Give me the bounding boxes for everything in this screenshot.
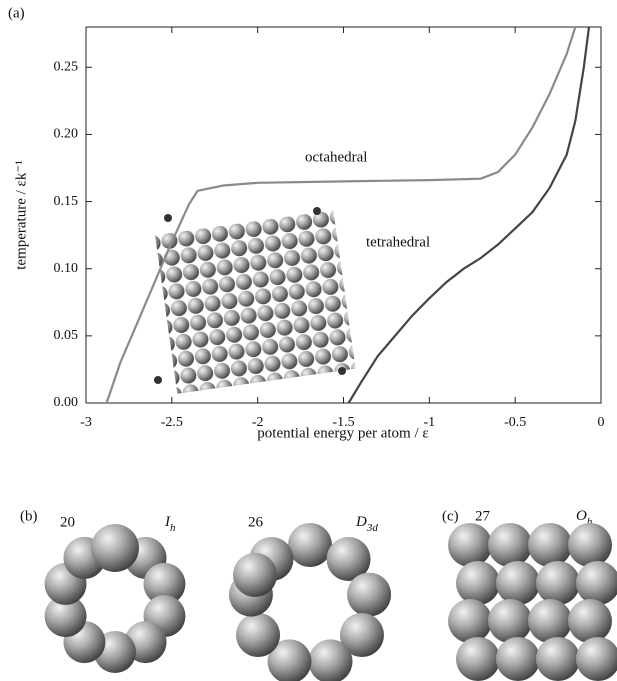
atom (448, 599, 492, 643)
atom (528, 523, 572, 567)
symmetry-symbol: D (355, 514, 367, 530)
symmetry-symbol: O (576, 508, 587, 524)
atom (91, 524, 139, 572)
symmetry-subscript: h (170, 522, 176, 534)
atom (456, 561, 500, 605)
atom (568, 599, 612, 643)
atom (236, 613, 280, 657)
x-tick-label: -3 (80, 415, 92, 430)
atom (528, 599, 572, 643)
symmetry-subscript: 3d (366, 522, 379, 534)
panel-label: (b) (20, 508, 38, 524)
x-tick-label: -2.5 (161, 415, 183, 430)
x-tick-label: -1 (423, 415, 435, 430)
cluster-symmetry: Ih (164, 514, 176, 533)
atom (488, 599, 532, 643)
atom (448, 523, 492, 567)
cluster-size: 20 (60, 514, 75, 530)
atom (568, 523, 612, 567)
atom (233, 553, 277, 597)
y-axis-title: temperature / εk⁻¹ (13, 160, 29, 270)
y-tick-label: 0.10 (54, 261, 79, 276)
cluster-symmetry: D3d (355, 514, 378, 533)
atom (496, 561, 540, 605)
x-tick-label: -2 (252, 415, 264, 430)
atom (576, 637, 617, 681)
panel-label: (c) (442, 508, 459, 524)
y-tick-label: 0.20 (54, 127, 79, 142)
cluster-images (45, 523, 617, 681)
annotation: tetrahedral (366, 234, 430, 250)
cluster-size: 26 (248, 514, 264, 530)
atom (488, 523, 532, 567)
annotation: octahedral (305, 149, 367, 165)
atom (347, 573, 391, 617)
y-tick-label: 0.00 (54, 395, 79, 410)
figure: (a) octahedral tetrahedral potential ene… (0, 0, 617, 681)
atom (576, 561, 617, 605)
y-tick-label: 0.25 (54, 60, 79, 75)
atom (496, 637, 540, 681)
atom (536, 637, 580, 681)
atom (288, 523, 332, 567)
x-tick-label: 0 (598, 415, 605, 430)
x-tick-label: -0.5 (504, 415, 526, 430)
panel-label: (a) (8, 5, 25, 21)
atom (536, 561, 580, 605)
page: {"chart_data": {"type": "line", "panel_l… (0, 0, 617, 681)
atom (456, 637, 500, 681)
y-tick-label: 0.15 (54, 194, 79, 209)
x-tick-label: -1.5 (332, 415, 354, 430)
inset-lattice (154, 207, 356, 394)
cluster-size: 27 (475, 508, 491, 524)
y-tick-label: 0.05 (54, 328, 79, 343)
